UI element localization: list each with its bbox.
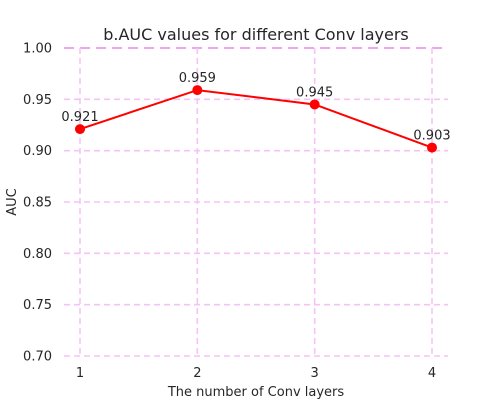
series-line bbox=[75, 85, 437, 153]
x-tick-label: 4 bbox=[428, 366, 436, 381]
y-tick-label: 0.80 bbox=[23, 247, 52, 262]
data-labels: 0.921 0.959 0.945 0.903 bbox=[61, 71, 450, 143]
y-tick-label: 0.70 bbox=[23, 350, 52, 365]
data-point bbox=[192, 85, 203, 96]
y-tick-label: 1.00 bbox=[23, 42, 52, 57]
data-point bbox=[75, 124, 85, 135]
y-tick-label: 0.90 bbox=[23, 144, 52, 159]
y-axis-label: AUC bbox=[5, 188, 20, 216]
x-tick-label: 1 bbox=[76, 366, 84, 381]
y-tick-label: 0.75 bbox=[23, 298, 52, 313]
data-label: 0.903 bbox=[413, 129, 450, 144]
x-tick-label: 3 bbox=[311, 366, 319, 381]
chart-title: b.AUC values for different Conv layers bbox=[103, 25, 409, 44]
data-label: 0.921 bbox=[61, 110, 98, 125]
tick-labels: 0.70 0.75 0.80 0.85 0.90 0.95 1.00 1 2 3 4 bbox=[23, 42, 436, 382]
grid-lines bbox=[64, 47, 448, 357]
y-tick-label: 0.85 bbox=[23, 196, 52, 211]
data-point bbox=[309, 99, 320, 110]
x-tick-label: 2 bbox=[193, 366, 201, 381]
data-label: 0.959 bbox=[179, 71, 216, 86]
x-axis-label: The number of Conv layers bbox=[167, 385, 345, 400]
data-point bbox=[427, 142, 437, 153]
data-label: 0.945 bbox=[296, 85, 333, 100]
series-path bbox=[79, 89, 433, 149]
y-tick-label: 0.95 bbox=[23, 93, 52, 108]
